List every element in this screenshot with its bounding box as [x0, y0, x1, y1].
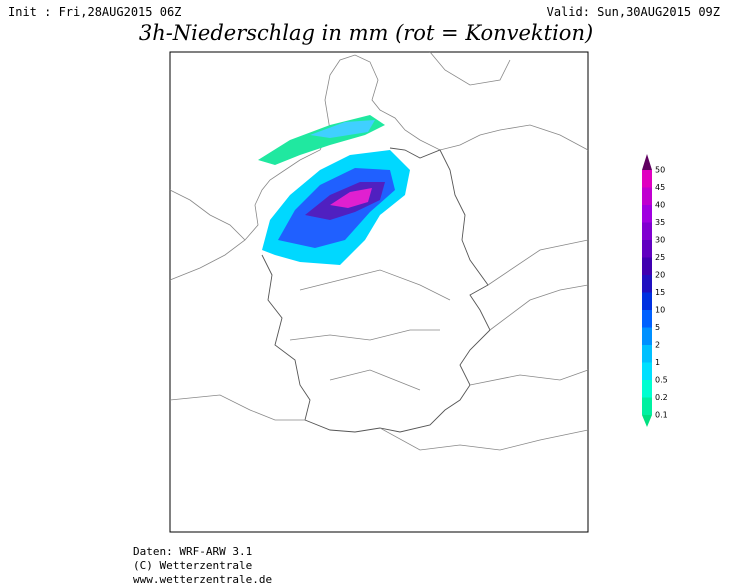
- colorbar-label: 45: [655, 183, 665, 192]
- init-time: Init : Fri,28AUG2015 06Z: [8, 5, 181, 19]
- footer-line: (C) Wetterzentrale: [133, 559, 252, 572]
- colorbar-label: 0.2: [655, 393, 668, 402]
- footer-line: www.wetterzentrale.de: [133, 573, 272, 585]
- colorbar-label: 40: [655, 201, 665, 210]
- colorbar-swatch: [642, 345, 652, 363]
- colorbar-swatch: [642, 362, 652, 380]
- coastlines: [169, 51, 589, 281]
- colorbar-swatch: [642, 275, 652, 293]
- colorbar-swatch: [642, 257, 652, 275]
- colorbar-swatch: [642, 187, 652, 205]
- map-title: 3h-Niederschlag in mm (rot = Konvektion): [139, 21, 593, 45]
- colorbar-swatch: [642, 222, 652, 240]
- colorbar-swatch: [642, 240, 652, 258]
- colorbar-swatch: [642, 170, 652, 188]
- valid-time: Valid: Sun,30AUG2015 09Z: [547, 5, 720, 19]
- colorbar-label: 0.1: [655, 411, 668, 420]
- colorbar-label: 20: [655, 271, 665, 280]
- precipitation: [258, 115, 410, 265]
- colorbar: 50 45 40 35 30 25 20 15 10 5 2 1 0.5 0.2 0.1: [642, 154, 668, 427]
- colorbar-label: 35: [655, 218, 665, 227]
- map-frame: [169, 51, 589, 533]
- colorbar-swatch: [642, 205, 652, 223]
- colorbar-label: 2: [655, 341, 660, 350]
- colorbar-label: 25: [655, 253, 665, 262]
- colorbar-label: 5: [655, 323, 660, 332]
- colorbar-swatch: [642, 292, 652, 310]
- colorbar-label: 30: [655, 236, 665, 245]
- colorbar-swatch: [642, 397, 652, 415]
- colorbar-swatch: [642, 310, 652, 328]
- colorbar-label: 1: [655, 358, 660, 367]
- country-borders: [169, 147, 589, 451]
- colorbar-label: 0.5: [655, 376, 668, 385]
- colorbar-swatch: [642, 380, 652, 398]
- colorbar-swatch: [642, 327, 652, 345]
- colorbar-cap: [642, 154, 652, 170]
- colorbar-cap: [642, 415, 652, 427]
- footer-line: Daten: WRF-ARW 3.1: [133, 545, 252, 558]
- colorbar-label: 10: [655, 306, 665, 315]
- colorbar-label: 50: [655, 166, 665, 175]
- colorbar-label: 15: [655, 288, 665, 297]
